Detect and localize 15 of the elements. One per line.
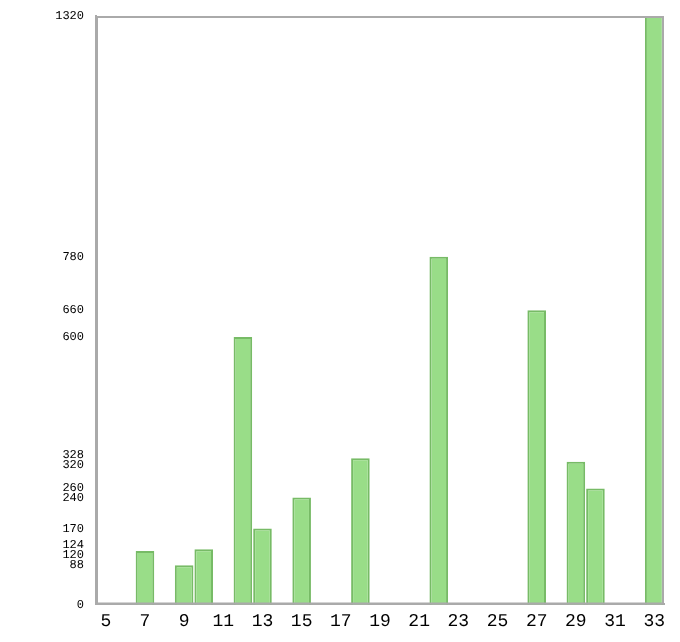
x-tick-label: 33 [643, 611, 666, 632]
x-tick-label: 17 [330, 611, 352, 632]
x-tick-label: 13 [251, 611, 274, 632]
x-tick-label: 29 [565, 611, 587, 632]
x-tick-label: 27 [525, 611, 548, 632]
x-tick-label: 23 [447, 611, 470, 632]
x-tick-label: 21 [408, 611, 430, 632]
x-tick-label: 7 [139, 611, 151, 632]
x-tick-label: 5 [100, 611, 112, 632]
x-tick-label: 25 [486, 611, 509, 632]
x-tick-label: 15 [290, 611, 313, 632]
x-tick-label: 9 [178, 611, 190, 632]
x-tick-label: 31 [604, 611, 626, 632]
x-tick-label: 19 [369, 611, 391, 632]
x-tick-label: 11 [212, 611, 235, 632]
